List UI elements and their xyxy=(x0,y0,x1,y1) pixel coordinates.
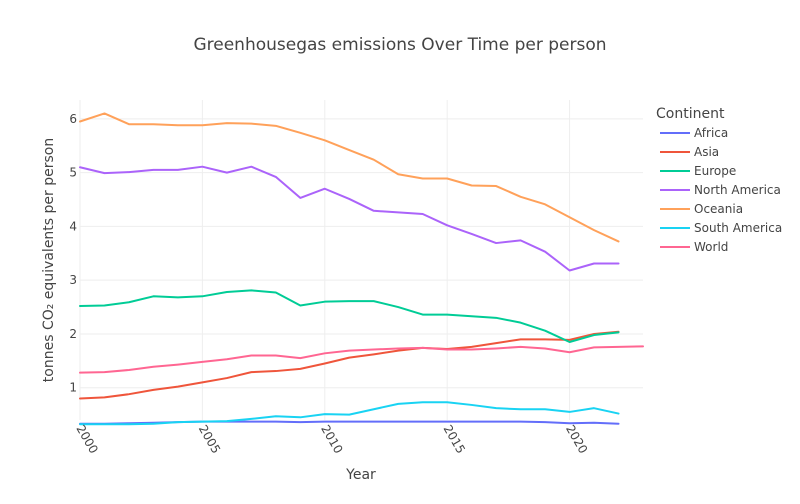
legend-items: Africa Asia Europe North America Oceania Sout… xyxy=(660,126,782,254)
series-line-asia xyxy=(79,330,620,400)
legend-label: Oceania xyxy=(694,202,743,216)
legend-label: South America xyxy=(694,221,782,235)
series-layer xyxy=(79,112,644,426)
legend-label: North America xyxy=(694,183,781,197)
y-tick-label: 5 xyxy=(69,166,77,180)
series-line-world xyxy=(79,345,644,374)
legend-item-africa[interactable]: Africa xyxy=(660,126,728,140)
legend: Continent Africa Asia Europe North America O… xyxy=(656,106,782,254)
series-line-north-america xyxy=(79,165,620,272)
legend-label: Europe xyxy=(694,164,736,178)
series-line-europe xyxy=(79,289,620,344)
x-tick-label: 2015 xyxy=(441,423,468,456)
legend-item-south-america[interactable]: South America xyxy=(660,221,782,235)
x-axis-ticks: 2000 2005 2010 2015 2020 xyxy=(73,423,590,456)
x-tick-label: 2000 xyxy=(73,423,100,456)
legend-item-europe[interactable]: Europe xyxy=(660,164,736,178)
legend-title: Continent xyxy=(656,106,725,122)
legend-item-asia[interactable]: Asia xyxy=(660,145,719,159)
y-tick-label: 6 xyxy=(69,112,77,126)
x-tick-label: 2020 xyxy=(563,423,590,456)
grid-layer xyxy=(79,100,643,420)
legend-label: Africa xyxy=(694,126,728,140)
x-tick-label: 2005 xyxy=(196,423,223,456)
series-line-oceania xyxy=(79,112,620,243)
y-tick-label: 1 xyxy=(69,381,77,395)
y-axis-title: tonnes CO₂ equivalents per person xyxy=(41,138,57,382)
legend-label: Asia xyxy=(694,145,719,159)
y-tick-label: 2 xyxy=(69,327,77,341)
x-axis-title: Year xyxy=(345,467,376,483)
legend-item-north-america[interactable]: North America xyxy=(660,183,781,197)
legend-item-world[interactable]: World xyxy=(660,240,728,254)
y-tick-label: 4 xyxy=(69,219,77,233)
series-line-south-america xyxy=(79,401,620,426)
legend-item-oceania[interactable]: Oceania xyxy=(660,202,743,216)
legend-label: World xyxy=(694,240,728,254)
y-tick-label: 3 xyxy=(69,273,77,287)
chart-title: Greenhousegas emissions Over Time per pe… xyxy=(193,35,606,55)
y-axis-ticks: 1 2 3 4 5 6 xyxy=(69,112,77,395)
x-tick-label: 2010 xyxy=(318,423,345,456)
